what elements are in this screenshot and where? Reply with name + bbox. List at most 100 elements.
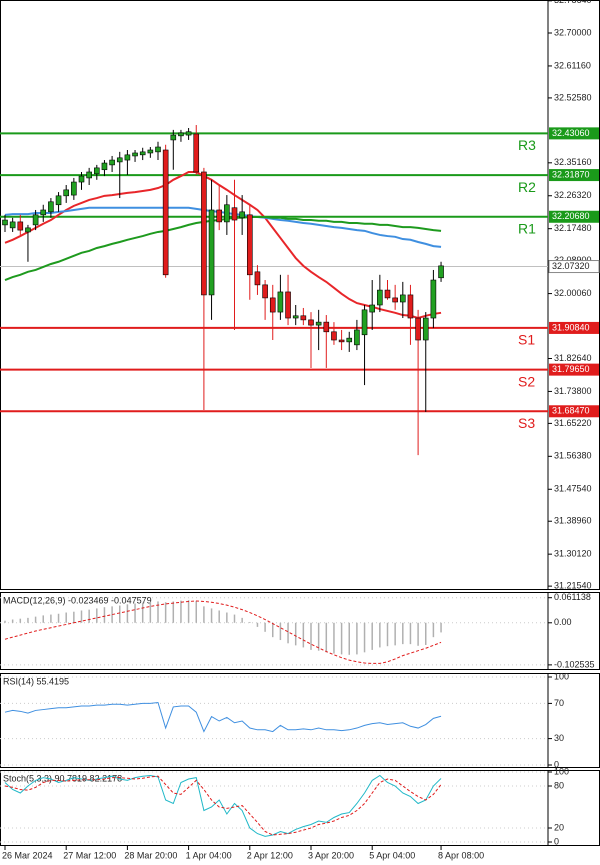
candle-body [78, 175, 85, 183]
candle-body [422, 317, 429, 341]
indicator-header: RSI(14) 55.4195 [3, 676, 69, 686]
candle-body [17, 221, 24, 231]
y-tick-label: 32.17480 [554, 223, 592, 233]
candle-body [262, 284, 268, 299]
level-value: 31.79650 [552, 364, 590, 374]
y-tick-label: 31.30120 [554, 549, 592, 559]
candle-body [285, 291, 291, 319]
level-value-box [549, 127, 599, 140]
candle-body [254, 271, 261, 286]
candle-body [162, 149, 169, 276]
candle-body [430, 279, 437, 319]
level-label: S3 [518, 415, 535, 431]
candle-body [308, 319, 314, 326]
y-tick-label: 80 [554, 780, 564, 790]
candle-body [377, 289, 383, 306]
candle-body [277, 291, 284, 313]
y-tick-label: 100 [554, 671, 569, 681]
candle-body [55, 195, 62, 206]
candle-body [315, 321, 322, 326]
level-value: 31.90840 [552, 322, 590, 332]
candle-body [185, 131, 192, 136]
y-tick-label: 31.73800 [554, 386, 592, 396]
candle-body [170, 134, 177, 141]
stoch-main [4, 774, 442, 837]
candle-body [361, 309, 368, 336]
candle-body [208, 209, 215, 296]
level-value: 32.20680 [552, 211, 590, 221]
y-tick-label: 0.00 [554, 617, 572, 627]
candle-body [116, 157, 123, 163]
y-tick-label: 20 [554, 822, 564, 832]
candle-body [292, 315, 299, 319]
y-tick-label: 31.65220 [554, 418, 592, 428]
level-value-box [549, 363, 599, 376]
candle-body [247, 214, 253, 276]
candle-body [9, 221, 16, 229]
candle-body [193, 133, 200, 173]
candle-body [338, 339, 345, 343]
level-value: 32.31870 [552, 169, 590, 179]
indicator-header: Stoch(5,3,3) 90.7819 82.2178 [3, 773, 122, 783]
y-tick-label: 31.47540 [554, 484, 592, 494]
y-tick-label: 30 [554, 733, 564, 743]
candle-body [269, 297, 276, 313]
level-label: S2 [518, 373, 535, 389]
candle-body [155, 146, 161, 153]
candle-body [369, 304, 376, 313]
y-tick-label: 32.26320 [554, 190, 592, 200]
y-tick-label: 31.82640 [554, 353, 592, 363]
candle-body [323, 321, 330, 333]
x-tick-label: 3 Apr 20:00 [308, 850, 354, 860]
candle-body [32, 214, 39, 226]
candle-body [86, 171, 92, 179]
moving-average [4, 206, 442, 248]
indicator-header: MACD(12,26,9) -0.023469 -0.047579 [3, 595, 152, 605]
panel-frame [0, 0, 600, 590]
y-tick-label: 0 [554, 836, 559, 846]
candle-body [216, 209, 222, 223]
y-tick-label: 32.08900 [554, 255, 592, 265]
candle-body [331, 331, 337, 341]
candle-body [63, 189, 70, 197]
stoch-signal [4, 775, 442, 836]
candle-body [132, 152, 138, 157]
candle-body [231, 207, 238, 221]
y-tick-label: 0.061138 [554, 592, 591, 602]
moving-average [4, 216, 442, 281]
candle-body [300, 315, 307, 321]
candle-body [384, 289, 391, 299]
candle-body [407, 294, 414, 319]
candle-body [201, 171, 207, 296]
level-label: R1 [518, 220, 536, 236]
level-label: S1 [518, 332, 535, 348]
x-tick-label: 28 Mar 20:00 [124, 850, 177, 860]
last-price-value: 32.07320 [552, 261, 590, 271]
y-tick-label: 31.21540 [554, 581, 592, 591]
candle-body [48, 201, 54, 213]
candle-body [25, 227, 31, 233]
y-tick-label: 31.56380 [554, 451, 592, 461]
y-tick-label: 32.35160 [554, 157, 592, 167]
x-tick-label: 5 Apr 04:00 [369, 850, 415, 860]
moving-average [4, 170, 442, 320]
y-tick-label: 70 [554, 698, 564, 708]
candle-body [239, 211, 245, 219]
y-tick-label: 32.00060 [554, 288, 592, 298]
level-value-box [549, 210, 599, 223]
x-tick-label: 1 Apr 04:00 [186, 850, 232, 860]
candle-body [2, 219, 8, 226]
x-tick-label: 26 Mar 2024 [2, 850, 53, 860]
candle-body [94, 167, 100, 175]
y-tick-label: 32.61160 [554, 60, 591, 70]
y-tick-label: 100 [554, 766, 569, 776]
x-tick-label: 8 Apr 08:00 [438, 850, 484, 860]
last-price-box [548, 260, 600, 274]
x-tick-label: 2 Apr 12:00 [247, 850, 293, 860]
y-tick-label: 32.70000 [554, 27, 592, 37]
level-label: R3 [518, 137, 536, 153]
candle-body [147, 149, 154, 154]
candle-body [124, 154, 131, 161]
candle-body [71, 181, 77, 196]
